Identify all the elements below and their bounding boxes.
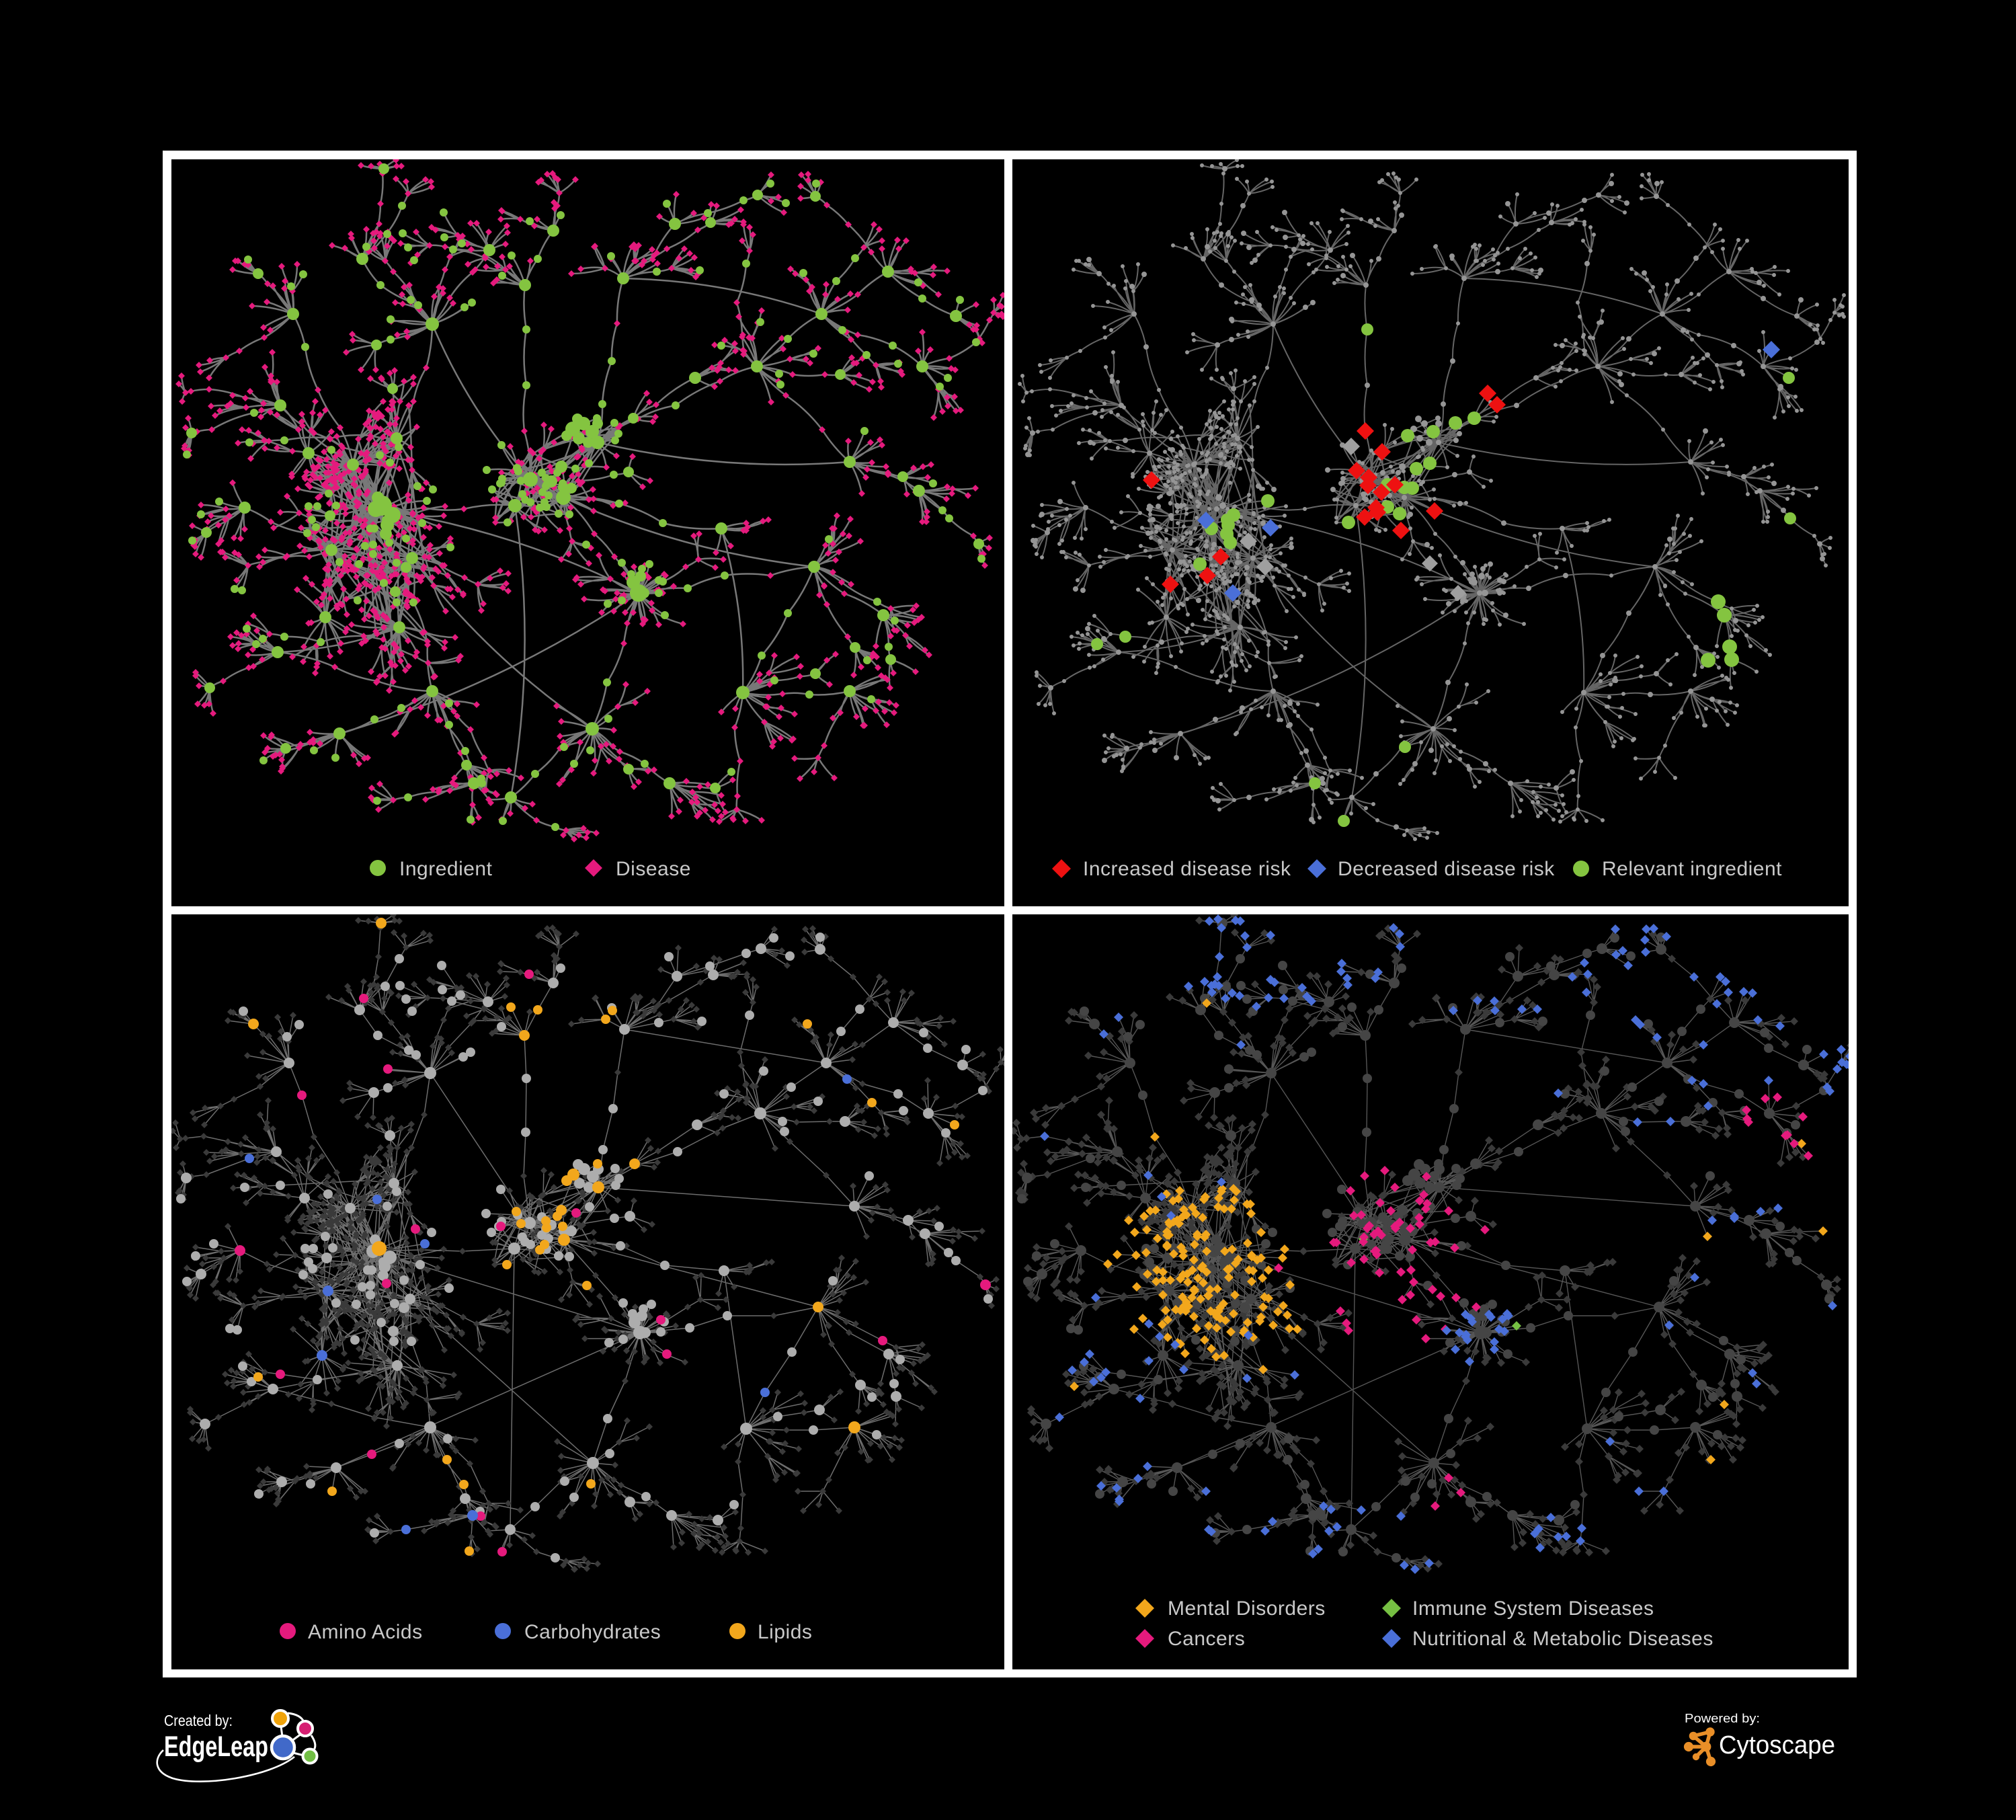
svg-text:Disease: Disease [616,858,691,880]
svg-text:Cytoscape: Cytoscape [1719,1731,1835,1759]
svg-text:Carbohydrates: Carbohydrates [524,1621,661,1643]
svg-text:Increased disease risk: Increased disease risk [1083,858,1291,880]
svg-text:Created by:: Created by: [164,1712,233,1729]
svg-text:Nutritional & Metabolic Diseas: Nutritional & Metabolic Diseases [1412,1628,1713,1650]
svg-text:Mental Disorders: Mental Disorders [1168,1597,1326,1620]
svg-text:Relevant ingredient: Relevant ingredient [1602,858,1782,880]
svg-text:Decreased disease risk: Decreased disease risk [1338,858,1555,880]
svg-text:Powered by:: Powered by: [1685,1712,1760,1725]
svg-text:Cancers: Cancers [1168,1628,1245,1650]
svg-text:EdgeLeap: EdgeLeap [164,1731,268,1763]
svg-text:Lipids: Lipids [758,1621,812,1643]
svg-text:Ingredient: Ingredient [399,858,493,880]
svg-text:Amino Acids: Amino Acids [308,1621,423,1643]
svg-text:Immune System Diseases: Immune System Diseases [1412,1597,1654,1620]
